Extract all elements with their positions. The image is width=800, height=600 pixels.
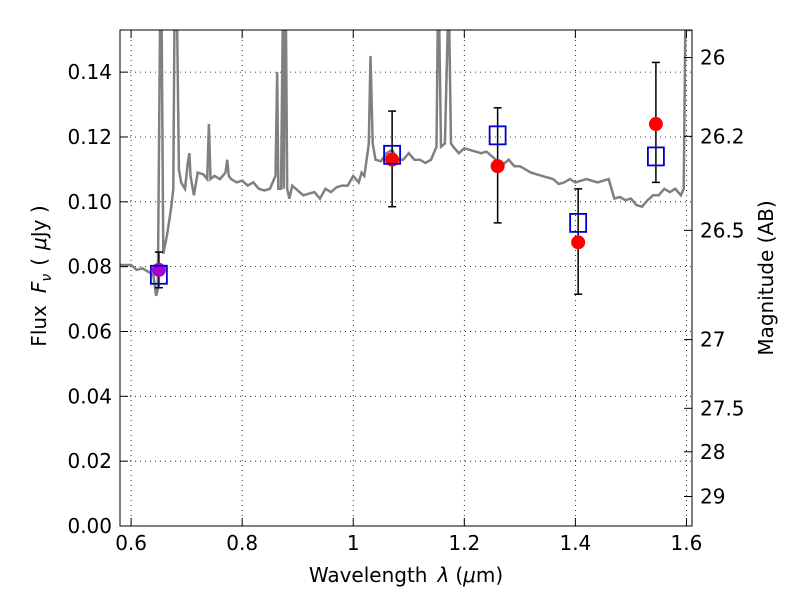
y2-axis-label: Magnitude (AB) xyxy=(754,200,778,355)
template-spectrum-line xyxy=(120,30,692,297)
observed-box xyxy=(383,144,402,165)
x-tick-label: 1.2 xyxy=(448,531,480,555)
x-tick-label: 0.6 xyxy=(115,531,147,555)
y2-tick-label: 27 xyxy=(700,328,725,352)
axes-frame xyxy=(119,29,693,527)
model-point xyxy=(571,235,586,250)
plot-content xyxy=(120,30,692,297)
x-axis-label: Wavelength λ (μm) xyxy=(309,563,503,587)
x-tick-label: 1.4 xyxy=(559,531,591,555)
y-tick-label: 0.04 xyxy=(67,384,112,408)
y-tick-label: 0.02 xyxy=(67,449,112,473)
observed-box xyxy=(488,125,507,146)
observed-box xyxy=(149,264,168,285)
y-axis-label: FluxFν(μJy ) xyxy=(27,205,55,346)
y-tick-label: 0.00 xyxy=(67,514,112,538)
model-point xyxy=(490,159,505,174)
y2-tick-label: 29 xyxy=(700,484,725,508)
y-tick-label: 0.08 xyxy=(67,255,112,279)
y2-tick-label: 26.2 xyxy=(700,124,745,148)
observed-box xyxy=(569,212,588,233)
y2-ticks: 26 26.2 26.5 27 27.5 28 29 xyxy=(684,46,745,508)
x-tick-label: 1 xyxy=(347,531,360,555)
y2-tick-label: 27.5 xyxy=(700,396,745,420)
y-tick-label: 0.10 xyxy=(67,190,112,214)
y-tick-label: 0.06 xyxy=(67,319,112,343)
x-ticks: 0.6 0.8 1 1.2 1.4 1.6 xyxy=(115,30,702,555)
y2-tick-label: 26.5 xyxy=(700,218,745,242)
y-ticks: 0.00 0.02 0.04 0.06 0.08 0.10 0.12 0.14 xyxy=(67,60,128,538)
model-point xyxy=(648,117,663,132)
y2-tick-label: 28 xyxy=(700,440,725,464)
y-tick-label: 0.12 xyxy=(67,125,112,149)
plot-area xyxy=(120,30,692,297)
x-tick-label: 0.8 xyxy=(226,531,258,555)
observed-box xyxy=(647,146,665,167)
y2-tick-label: 26 xyxy=(700,46,725,70)
x-tick-label: 1.6 xyxy=(671,531,703,555)
y-tick-label: 0.14 xyxy=(67,60,112,84)
